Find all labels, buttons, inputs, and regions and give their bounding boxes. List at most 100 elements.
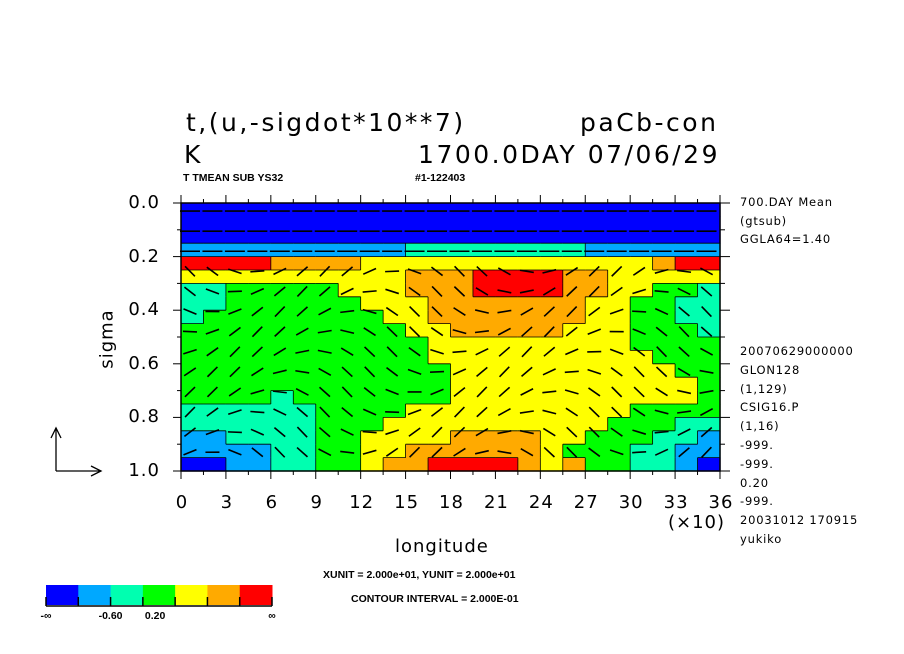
heatmap-cell: [338, 350, 362, 365]
heatmap-cell: [450, 404, 474, 418]
heatmap-cell: [450, 323, 474, 338]
wind-vector: [205, 428, 220, 436]
heatmap-cell: [270, 337, 294, 351]
wind-vector: [205, 328, 220, 335]
heatmap-cell: [383, 256, 407, 271]
wind-vector: [319, 265, 331, 277]
wind-vector: [566, 426, 578, 438]
heatmap-cell: [652, 310, 676, 325]
heatmap-cell: [293, 404, 317, 418]
heatmap-cell: [472, 377, 497, 392]
heatmap-cell: [585, 363, 609, 378]
wind-vector: [476, 266, 488, 277]
heatmap-cell: [293, 296, 317, 311]
heatmap-cell: [315, 404, 339, 418]
heatmap-cell: [585, 430, 609, 445]
heatmap-cell: [181, 270, 205, 284]
wind-vector: [564, 370, 579, 374]
heatmap-cell: [248, 430, 272, 445]
wind-vector: [453, 286, 466, 297]
heatmap-cell: [607, 323, 631, 338]
side-info-line: (1,129): [740, 381, 788, 396]
wind-vector: [341, 386, 353, 398]
heatmap-cell: [225, 283, 249, 298]
heatmap-cell: [293, 417, 317, 432]
heatmap-cell: [225, 310, 249, 325]
heatmap-cell: [360, 337, 384, 351]
heatmap-cell: [315, 203, 339, 217]
heatmap-cell: [562, 229, 586, 244]
wind-vector: [453, 386, 466, 397]
wind-vector: [184, 406, 196, 418]
heatmap-cell: [585, 203, 609, 217]
heatmap-cell: [203, 430, 227, 445]
wind-vector: [497, 289, 512, 294]
heatmap-cell: [203, 457, 227, 472]
wind-vector: [476, 386, 488, 398]
wind-vector: [296, 426, 308, 438]
heatmap-cell: [675, 323, 699, 338]
wind-vector: [408, 347, 421, 357]
wind-vector: [409, 446, 421, 458]
heatmap-cell: [293, 216, 317, 231]
wind-vector: [362, 290, 377, 293]
wind-vector: [677, 367, 691, 377]
colorbar-swatch: [78, 585, 112, 605]
heatmap-cell: [181, 216, 205, 231]
wind-vector: [318, 426, 331, 438]
wind-vector: [250, 287, 265, 295]
heatmap-cell: [630, 256, 654, 271]
heatmap-cell: [630, 270, 654, 284]
heatmap-cell: [697, 350, 721, 365]
heatmap-cell: [360, 256, 384, 271]
wind-vector: [497, 430, 512, 435]
heatmap-cell: [495, 417, 519, 432]
heatmap-cell: [472, 457, 497, 472]
heatmap-cell: [607, 390, 631, 405]
heatmap-cell: [675, 296, 699, 311]
heatmap-cell: [472, 350, 497, 365]
wind-vector: [588, 306, 601, 317]
colorbar-label: ∞: [268, 610, 276, 622]
heatmap-cell: [540, 337, 564, 351]
heatmap-cell: [495, 243, 519, 258]
x-tick-label: 15: [394, 492, 420, 513]
heatmap-cell: [585, 350, 609, 365]
wind-vector: [543, 446, 555, 458]
heatmap-cell: [630, 363, 654, 378]
wind-vector: [498, 386, 511, 398]
wind-vector: [409, 326, 421, 338]
heatmap-cell: [607, 243, 631, 258]
wind-vector: [430, 327, 444, 337]
heatmap-cell: [383, 377, 407, 392]
heatmap-cell: [607, 216, 631, 231]
heatmap-cell: [697, 390, 721, 405]
heatmap-cell: [630, 430, 654, 445]
heatmap-cell: [540, 457, 564, 472]
heatmap-cell: [338, 337, 362, 351]
heatmap-cell: [383, 457, 407, 472]
heatmap-cell: [225, 430, 249, 445]
heatmap-cell: [293, 243, 317, 258]
heatmap-cell: [203, 270, 227, 284]
heatmap-cell: [540, 404, 564, 418]
heatmap-cell: [405, 457, 429, 472]
heatmap-cell: [428, 363, 452, 378]
heatmap-cell: [630, 203, 654, 217]
heatmap-cell: [203, 310, 227, 325]
heatmap-cell: [315, 377, 339, 392]
wind-vector: [654, 409, 669, 415]
side-info-line: 0.20: [740, 475, 769, 490]
wind-vector: [588, 447, 601, 458]
heatmap-cell: [428, 256, 452, 271]
heatmap-cell: [562, 350, 586, 365]
wind-vector: [632, 407, 646, 417]
heatmap-cell: [697, 256, 721, 271]
heatmap-cell: [675, 363, 699, 378]
time-label: 1700.0DAY 07/06/29: [418, 140, 720, 169]
arrow-up-icon: [50, 426, 62, 439]
heatmap-cell: [495, 337, 519, 351]
heatmap-cell: [450, 256, 474, 271]
wind-vector: [183, 448, 197, 456]
wind-vector: [677, 410, 692, 414]
